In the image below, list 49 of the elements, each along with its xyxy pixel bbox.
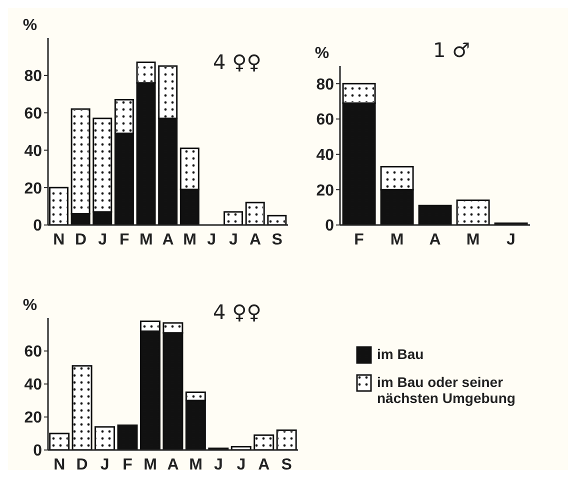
x-tick-label: A (258, 456, 270, 474)
x-tick-label: J (98, 231, 107, 248)
x-tick-label: J (236, 456, 246, 474)
y-tick-label: 0 (325, 218, 334, 235)
x-tick-label: J (229, 231, 238, 248)
legend-label: im Bau oder seiner nächsten Umgebung (377, 374, 516, 406)
y-tick-label: 20 (316, 182, 334, 200)
annotation: 4 ♀♀ (213, 50, 262, 74)
x-tick-label: A (167, 456, 180, 474)
x-tick-label: F (119, 231, 130, 248)
x-tick-label: J (214, 456, 223, 474)
y-tick-label: 80 (24, 68, 42, 86)
x-tick-label: J (100, 456, 110, 474)
x-tick-label: M (140, 231, 153, 248)
y-axis-title: % (22, 297, 38, 314)
x-tick-label: M (390, 231, 404, 248)
x-tick-label: A (249, 231, 262, 248)
text: 1 ♂ (433, 38, 470, 62)
x-tick-label: J (207, 231, 216, 248)
y-tick-label: 20 (24, 180, 42, 198)
x-tick-label: D (76, 456, 88, 474)
y-tick-label: 40 (316, 147, 334, 164)
x-tick-label: M (466, 231, 480, 248)
y-tick-label: 60 (316, 112, 334, 129)
legend-label: im Bau (377, 346, 424, 362)
x-tick-label: A (429, 231, 442, 248)
x-tick-label: M (189, 456, 202, 474)
y-axis-title: % (22, 17, 38, 34)
x-tick-label: D (74, 231, 87, 248)
y-tick-label: 0 (33, 218, 42, 235)
x-tick-label: S (272, 231, 283, 248)
x-tick-label: F (354, 231, 364, 248)
x-tick-label: N (53, 231, 65, 248)
y-tick-label: 60 (24, 105, 42, 122)
y-tick-label: 40 (24, 376, 42, 394)
y-tick-label: 20 (24, 410, 42, 427)
x-tick-label: J (506, 231, 516, 248)
y-tick-label: 80 (316, 76, 334, 94)
y-axis-title: % (314, 45, 330, 62)
x-tick-label: F (122, 456, 133, 474)
x-tick-label: N (54, 456, 66, 474)
x-tick-label: M (183, 231, 196, 248)
x-tick-label: S (281, 456, 292, 474)
y-tick-label: 0 (33, 442, 42, 460)
y-tick-label: 40 (24, 142, 42, 160)
y-tick-label: 60 (24, 344, 42, 361)
x-tick-label: A (162, 231, 174, 248)
x-tick-label: M (144, 456, 157, 474)
annotation: 4 ♀♀ (213, 300, 262, 324)
